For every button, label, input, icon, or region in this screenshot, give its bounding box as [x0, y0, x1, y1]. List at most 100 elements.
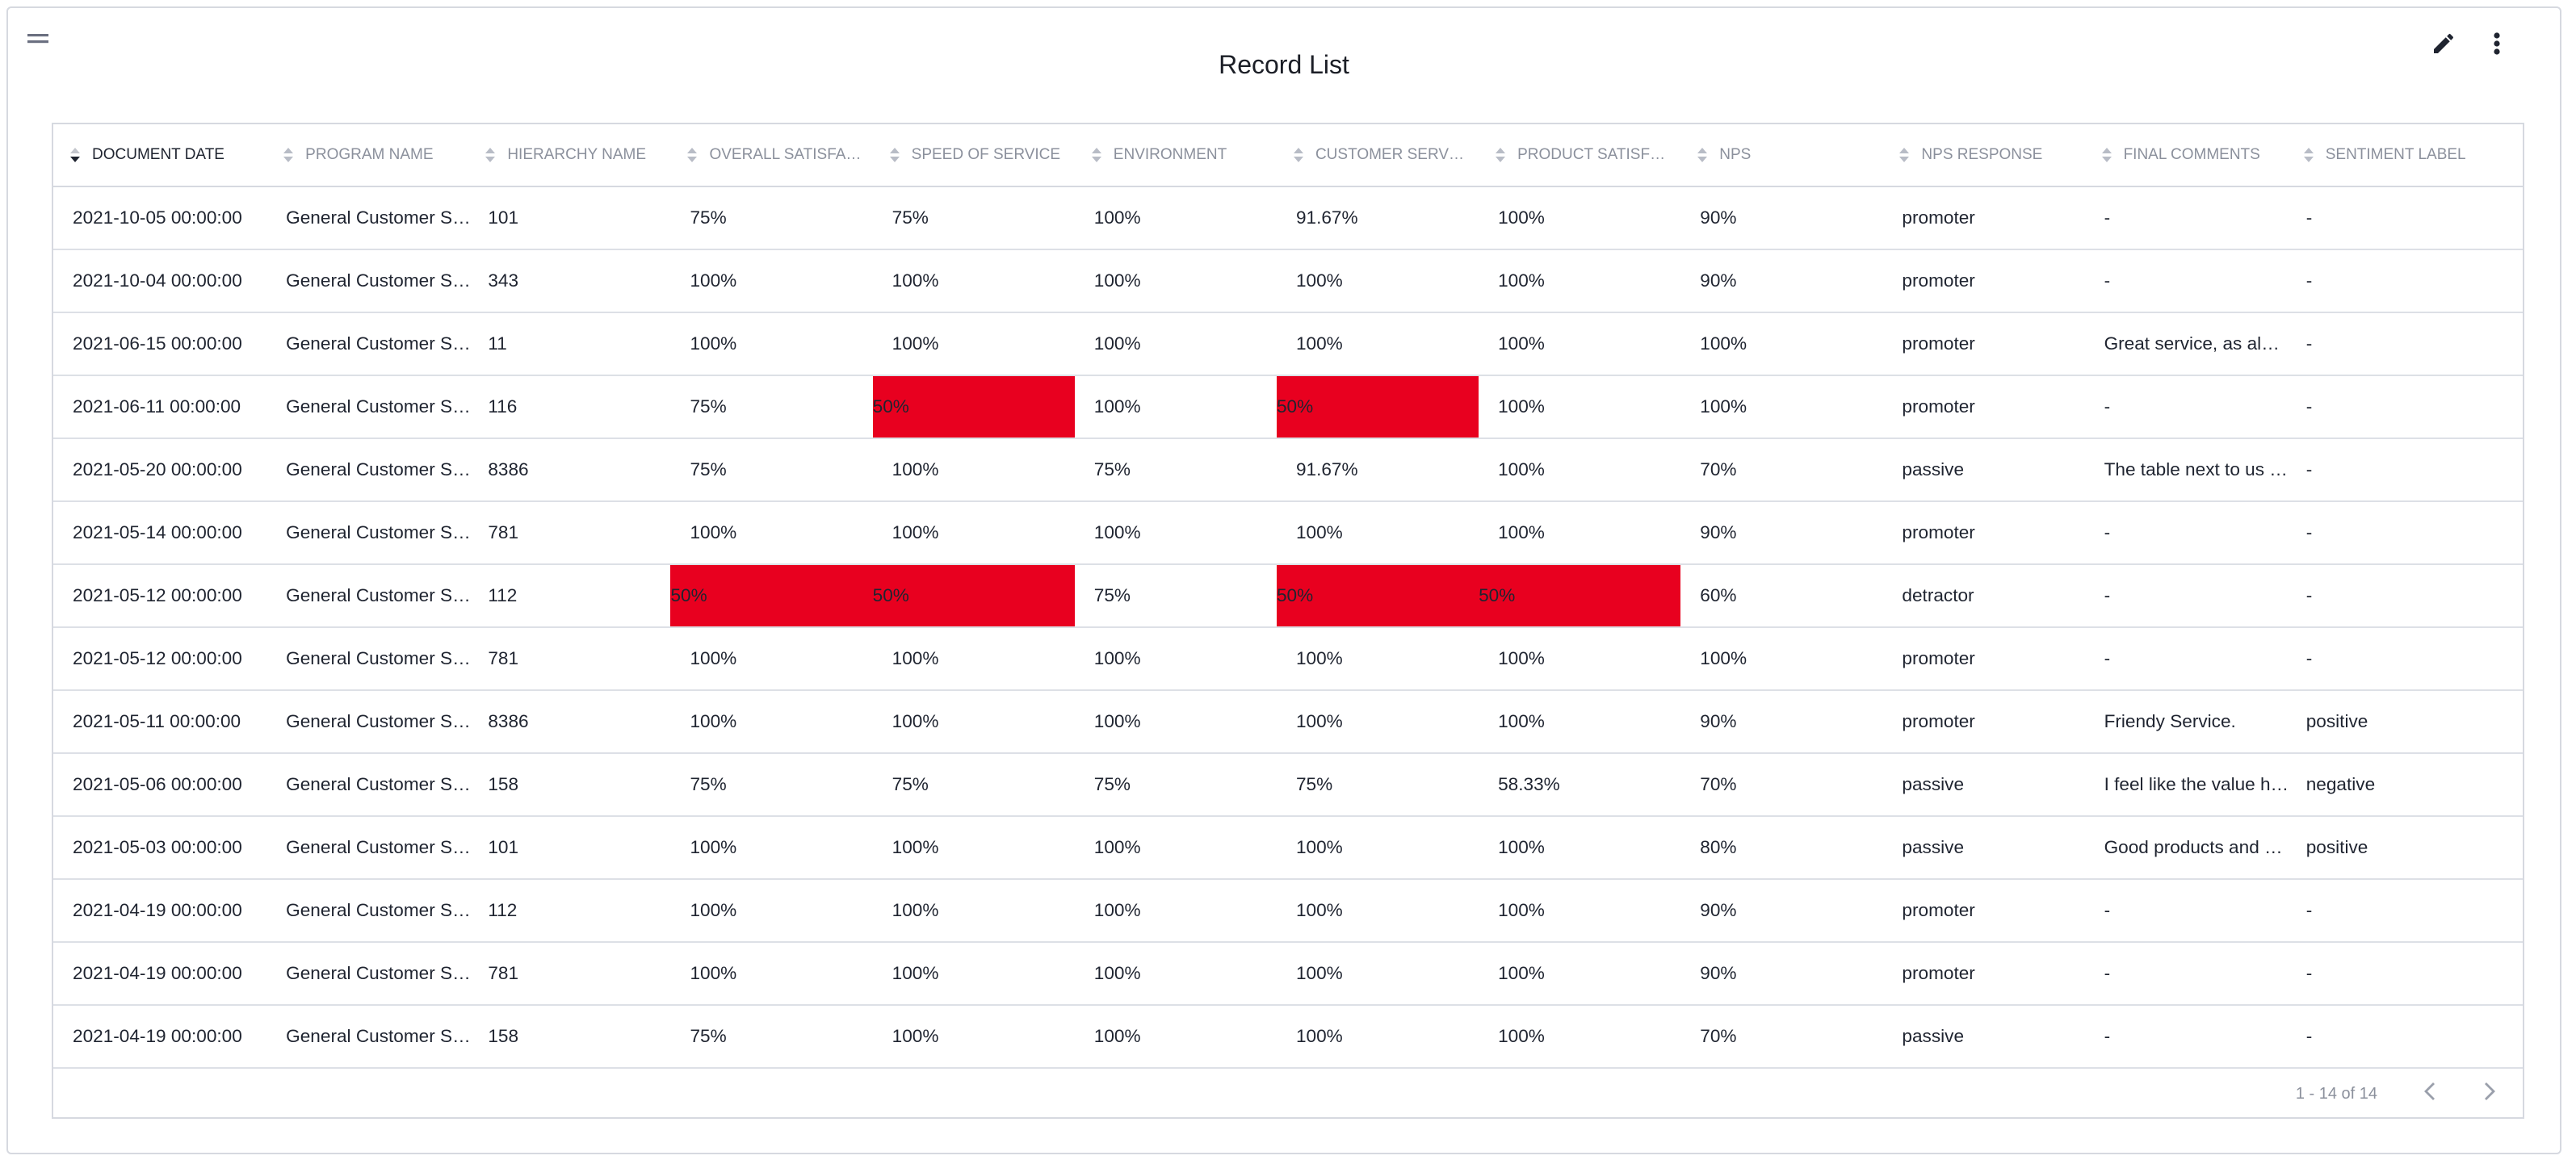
cell: General Customer S… [266, 501, 469, 565]
cell: 2021-05-12 00:00:00 [53, 627, 267, 691]
row[interactable]: 2021-06-15 00:00:00 General Customer S… 11… [53, 312, 2523, 376]
column-title: NPS RESPONSE [1921, 146, 2043, 163]
cell: 100% [872, 690, 1075, 754]
column-header[interactable]: CUSTOMER SERV… [1276, 124, 1479, 187]
column-header[interactable]: SENTIMENT LABEL [2286, 124, 2523, 187]
cell: 75% [670, 438, 873, 502]
cell: 100% [1074, 375, 1277, 439]
cell: 100% [872, 438, 1075, 502]
row[interactable]: 2021-05-06 00:00:00 General Customer S… 15… [53, 753, 2523, 817]
cell: - [2286, 312, 2523, 376]
row[interactable]: 2021-04-19 00:00:00 General Customer S… 11… [53, 879, 2523, 943]
cell: 100% [872, 249, 1075, 313]
cell: 80% [1680, 816, 1883, 880]
cell: 2021-04-19 00:00:00 [53, 879, 267, 943]
column-header[interactable]: PRODUCT SATISF… [1479, 124, 1681, 187]
cell: - [2286, 564, 2523, 628]
row[interactable]: 2021-05-03 00:00:00 General Customer S… 10… [53, 816, 2523, 880]
cell: 100% [1479, 879, 1681, 943]
column-header[interactable]: HIERARCHY NAME [468, 124, 671, 187]
cell: 2021-06-11 00:00:00 [53, 375, 267, 439]
next-page[interactable] [2481, 1082, 2497, 1101]
row[interactable]: 2021-05-12 00:00:00 General Customer S… 78… [53, 627, 2523, 691]
column-header[interactable]: PROGRAM NAME [266, 124, 469, 187]
cell: 50% [872, 564, 1075, 628]
sort-icon [1899, 147, 1910, 162]
row[interactable]: 2021-10-05 00:00:00 General Customer S… 10… [53, 186, 2523, 250]
cell: 100% [872, 942, 1075, 1006]
cell: 781 [468, 942, 671, 1006]
cell: 100% [670, 942, 873, 1006]
cell: 100% [1074, 816, 1277, 880]
sort-down [2101, 156, 2112, 162]
row[interactable]: 2021-10-04 00:00:00 General Customer S… 34… [53, 249, 2523, 313]
column-header[interactable]: NPS [1680, 124, 1883, 187]
cell: promoter [1882, 186, 2085, 250]
cell: - [2084, 375, 2287, 439]
column-header[interactable]: FINAL COMMENTS [2084, 124, 2287, 187]
cell: General Customer S… [266, 753, 469, 817]
cell: - [2084, 501, 2287, 565]
more-icon[interactable] [2492, 31, 2502, 57]
cell: - [2286, 879, 2523, 943]
cell: 50% [872, 375, 1075, 439]
cell: passive [1882, 753, 2085, 817]
cell: 2021-10-05 00:00:00 [53, 186, 267, 250]
cell: Friendy Service. [2084, 690, 2287, 754]
row[interactable]: 2021-06-11 00:00:00 General Customer S… 11… [53, 375, 2523, 439]
column-header[interactable]: NPS RESPONSE [1882, 124, 2085, 187]
cell: positive [2286, 690, 2523, 754]
sort-icon [2303, 147, 2314, 162]
cell: General Customer S… [266, 564, 469, 628]
cell: 100% [670, 501, 873, 565]
cell: promoter [1882, 627, 2085, 691]
cell: General Customer S… [266, 312, 469, 376]
cell: 100% [872, 1005, 1075, 1069]
cell: - [2084, 879, 2287, 943]
cell: promoter [1882, 942, 2085, 1006]
cell: 75% [670, 1005, 873, 1069]
sort-icon [1496, 147, 1506, 162]
cell: 100% [872, 816, 1075, 880]
row[interactable]: 2021-05-14 00:00:00 General Customer S… 78… [53, 501, 2523, 565]
column-header[interactable]: ENVIRONMENT [1074, 124, 1277, 187]
cell: 11 [468, 312, 671, 376]
row[interactable]: 2021-05-11 00:00:00 General Customer S… 83… [53, 690, 2523, 754]
prev-page[interactable] [2423, 1082, 2439, 1101]
cell: - [2286, 501, 2523, 565]
row[interactable]: 2021-05-20 00:00:00 General Customer S… 83… [53, 438, 2523, 502]
cell: promoter [1882, 879, 2085, 943]
cell: 100% [1479, 312, 1681, 376]
cell: 158 [468, 1005, 671, 1069]
cell: 100% [1479, 1005, 1681, 1069]
cell: 116 [468, 375, 671, 439]
cell: 100% [1479, 816, 1681, 880]
menu-icon[interactable] [27, 34, 50, 47]
column-header[interactable]: OVERALL SATISFA… [670, 124, 873, 187]
cell: Great service, as al… [2084, 312, 2287, 376]
cell: - [2286, 942, 2523, 1006]
cell: 8386 [468, 438, 671, 502]
row[interactable]: 2021-04-19 00:00:00 General Customer S… 15… [53, 1005, 2523, 1069]
pagination-label: 1 - 14 of 14 [2295, 1085, 2377, 1103]
sort-up [1899, 147, 1910, 153]
column-title: OVERALL SATISFA… [709, 146, 862, 163]
sort-up [2101, 147, 2112, 153]
cell: 100% [1074, 249, 1277, 313]
cell: 100% [1479, 690, 1681, 754]
cell: General Customer S… [266, 690, 469, 754]
cell: - [2286, 1005, 2523, 1069]
cell: 100% [1276, 690, 1479, 754]
row[interactable]: 2021-04-19 00:00:00 General Customer S… 78… [53, 942, 2523, 1006]
column-header[interactable]: SPEED OF SERVICE [872, 124, 1075, 187]
cell: 100% [1074, 627, 1277, 691]
cell: 50% [1276, 564, 1479, 628]
row[interactable]: 2021-05-12 00:00:00 General Customer S… 11… [53, 564, 2523, 628]
edit-icon[interactable] [2431, 31, 2456, 57]
card: Record List DOCUMENT DATE PROGRAM NAME HIE… [6, 6, 2561, 1154]
column-header[interactable]: DOCUMENT DATE [53, 124, 267, 187]
cell: negative [2286, 753, 2523, 817]
cell: passive [1882, 438, 2085, 502]
